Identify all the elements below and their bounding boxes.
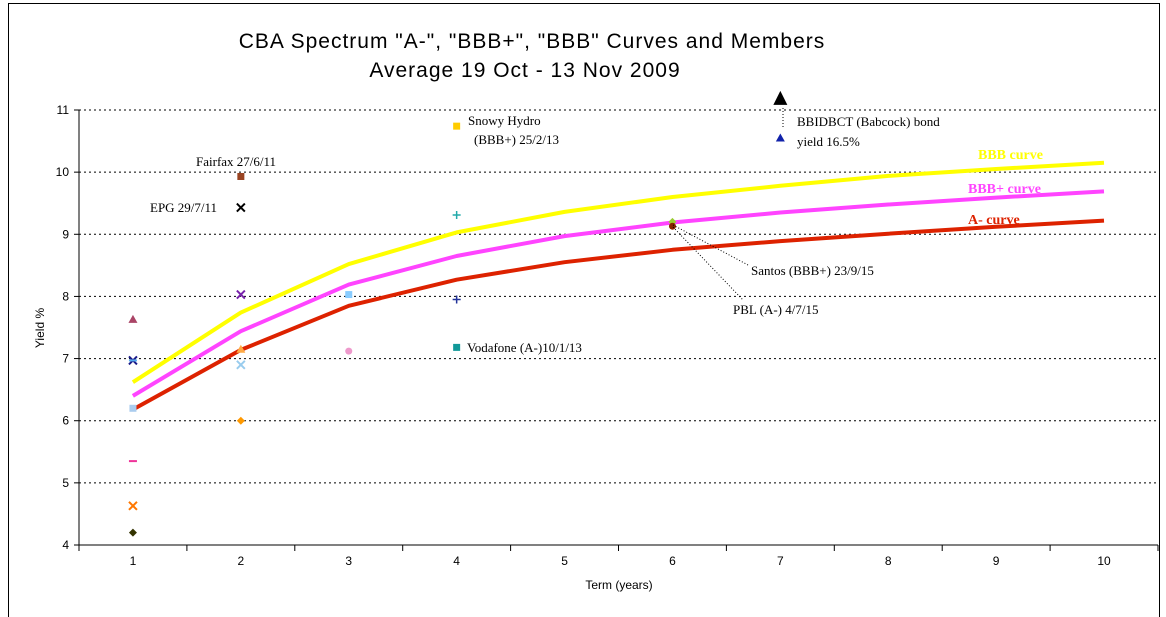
- leader-line-santos: [672, 224, 749, 266]
- a-minus-curve-line: [131, 218, 1105, 412]
- curves: [131, 160, 1105, 412]
- y-axis-label: Yield %: [33, 308, 47, 349]
- x-tick-label-4: 4: [453, 554, 460, 568]
- annotation-snowy-hydro: Snowy Hydro: [468, 113, 541, 128]
- y-tick-label-10: 10: [56, 165, 70, 179]
- data-point-x: [236, 202, 246, 213]
- x-tick-label-7: 7: [777, 554, 784, 568]
- x-tick-label-5: 5: [561, 554, 568, 568]
- y-tick-label-4: 4: [62, 538, 69, 552]
- data-point-triangle: [128, 314, 138, 323]
- data-point-plus: [452, 211, 461, 220]
- leader-lines: [672, 108, 784, 301]
- annotation-snowy-hydro-rating: (BBB+) 25/2/13: [474, 132, 559, 147]
- data-point-x: [128, 501, 138, 511]
- x-tick-label-9: 9: [993, 554, 1000, 568]
- data-point-square: [453, 343, 461, 351]
- x-tick-label-3: 3: [345, 554, 352, 568]
- y-tick-label-5: 5: [62, 476, 69, 490]
- x-axis-ticks: 1 2 3 4 5 6 7 8 9 10: [78, 545, 1159, 568]
- leader-line-pbl: [672, 226, 744, 301]
- annotation-santos: Santos (BBB+) 23/9/15: [751, 263, 874, 278]
- data-point-square: [129, 404, 137, 412]
- y-axis-ticks: 4 5 6 7 8 9 10 11: [56, 103, 79, 552]
- y-tick-label-7: 7: [62, 352, 69, 366]
- data-point-circle: [345, 347, 353, 355]
- chart-frame: [8, 3, 1160, 617]
- data-point-square: [345, 291, 353, 299]
- data-point-circle: [668, 222, 676, 230]
- y-tick-label-8: 8: [62, 289, 69, 303]
- curve-label-bbb: BBB curve: [978, 148, 1043, 163]
- member-points: [128, 90, 788, 537]
- x-tick-label-6: 6: [669, 554, 676, 568]
- y-tick-label-9: 9: [62, 227, 69, 241]
- x-tick-label-8: 8: [885, 554, 892, 568]
- data-point-square: [237, 172, 245, 180]
- annotation-fairfax: Fairfax 27/6/11: [196, 154, 276, 169]
- x-axis-label: Term (years): [585, 578, 652, 592]
- x-tick-label-10: 10: [1097, 554, 1111, 568]
- data-point-triangle-large: [773, 90, 788, 105]
- bbb-plus-curve-line: [131, 189, 1105, 398]
- bbb-curve-line: [131, 160, 1105, 384]
- x-tick-label-1: 1: [130, 554, 137, 568]
- data-point-x: [236, 289, 246, 300]
- curve-label-a-minus: A- curve: [968, 213, 1020, 228]
- data-point-triangle: [775, 133, 785, 142]
- chart-subtitle: Average 19 Oct - 13 Nov 2009: [369, 59, 680, 82]
- data-point-square: [453, 122, 461, 130]
- data-point-x: [236, 360, 246, 370]
- data-point-diamond: [128, 528, 137, 537]
- x-tick-label-2: 2: [238, 554, 245, 568]
- curve-label-bbb-plus: BBB+ curve: [968, 182, 1041, 197]
- annotation-epg: EPG 29/7/11: [150, 200, 217, 215]
- chart-title: CBA Spectrum "A-", "BBB+", "BBB" Curves …: [239, 30, 826, 53]
- annotation-babcock-yield: yield 16.5%: [797, 134, 860, 149]
- data-point-plus: [452, 295, 461, 304]
- data-point-triangle: [236, 344, 246, 353]
- annotation-babcock: BBIDBCT (Babcock) bond: [797, 114, 940, 129]
- annotation-pbl: PBL (A-) 4/7/15: [733, 302, 818, 317]
- y-tick-label-11: 11: [57, 103, 70, 117]
- annotation-vodafone: Vodafone (A-)10/1/13: [467, 340, 582, 355]
- data-point-diamond: [236, 416, 245, 425]
- y-tick-label-6: 6: [62, 414, 69, 428]
